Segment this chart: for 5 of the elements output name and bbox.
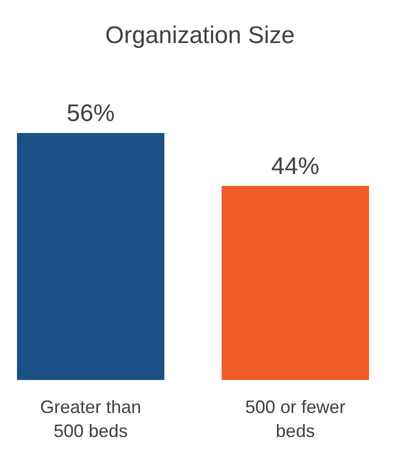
x-tick-label: Greater than 500 beds — [40, 397, 142, 441]
data-label: 56% — [66, 100, 115, 127]
chart-title: Organization Size — [105, 22, 295, 49]
x-tick-label: 500 or fewer beds — [245, 397, 346, 441]
data-label: 44% — [271, 152, 320, 180]
